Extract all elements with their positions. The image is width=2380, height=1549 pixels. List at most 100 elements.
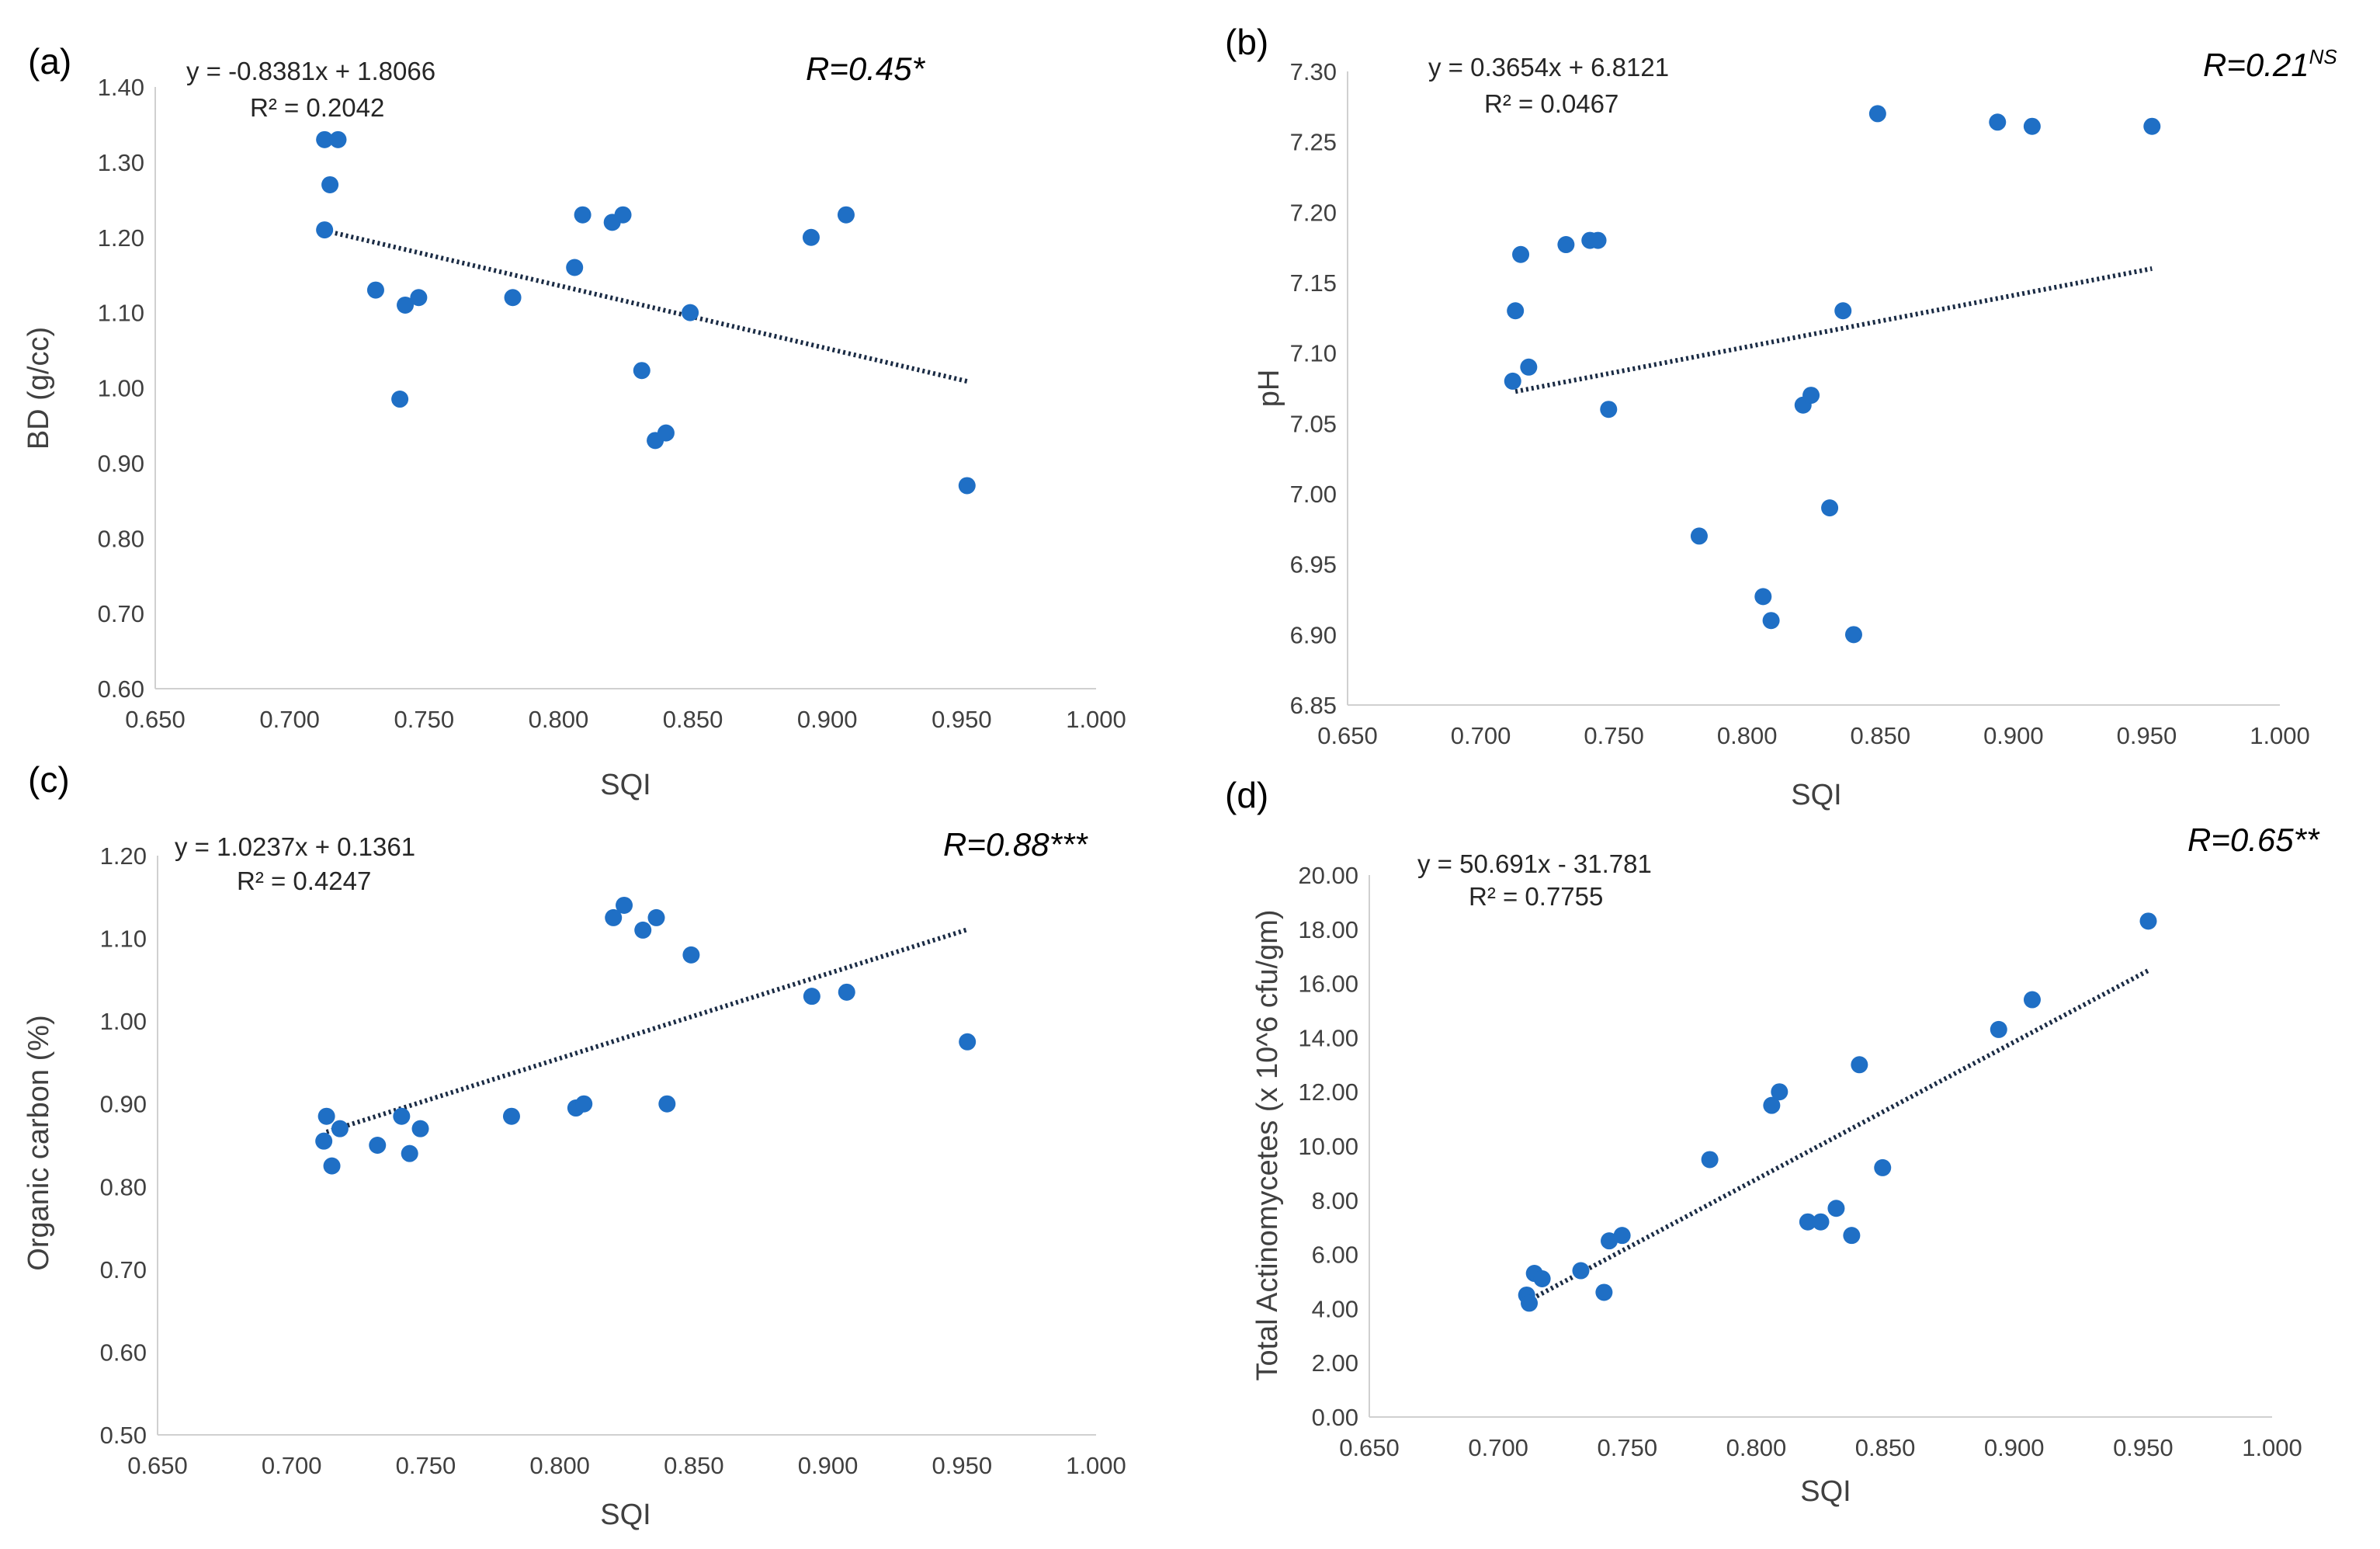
x-tick-label: 0.950 xyxy=(932,706,992,733)
data-point xyxy=(321,175,339,193)
x-axis-title: SQI xyxy=(1791,779,1841,811)
data-point xyxy=(1690,527,1708,545)
x-tick-label: 0.700 xyxy=(1468,1434,1528,1461)
trendline xyxy=(325,927,969,1134)
data-point xyxy=(2023,117,2041,135)
data-point xyxy=(616,896,633,914)
y-tick-label: 1.00 xyxy=(100,1008,147,1035)
data-point xyxy=(605,908,623,926)
y-tick-label: 0.60 xyxy=(100,1339,147,1366)
data-point xyxy=(657,424,675,442)
data-point xyxy=(1874,1158,1892,1176)
correlation-value: R=0.65 xyxy=(2187,821,2294,858)
data-point xyxy=(1512,245,1530,263)
data-point xyxy=(1504,372,1521,390)
x-tick-label: 0.700 xyxy=(1451,722,1511,749)
data-point xyxy=(575,1095,593,1113)
y-axis-title: Total Actinomycetes (x 10^6 cfu/gm) xyxy=(1251,909,1284,1381)
y-tick-label: 1.10 xyxy=(98,300,144,327)
chart-panel: 0.00 2.00 4.00 6.00 8.00 10.00 12.00 14.00 16.00… xyxy=(1225,775,2320,1508)
correlation-value: R=0.88 xyxy=(943,826,1049,863)
data-point xyxy=(369,1137,387,1154)
y-tick-label: 4.00 xyxy=(1312,1295,1358,1322)
y-axis-title: pH xyxy=(1253,370,1285,408)
data-point xyxy=(315,1132,333,1150)
significance-marker: * xyxy=(912,50,926,87)
y-axis-title: Organic carbon (%) xyxy=(23,1015,55,1270)
x-tick-label: 0.700 xyxy=(262,1452,322,1479)
r-squared-label: R² = 0.4247 xyxy=(237,867,371,895)
data-point xyxy=(2023,991,2041,1009)
correlation-label: R=0.88*** xyxy=(943,826,1088,863)
y-tick-label: 12.00 xyxy=(1298,1078,1358,1106)
y-tick-label: 1.40 xyxy=(98,74,144,101)
trendline-equation: y = 50.691x - 31.781 xyxy=(1417,849,1652,878)
x-tick-label: 0.750 xyxy=(396,1452,456,1479)
x-tick-label: 0.800 xyxy=(1717,722,1778,749)
data-point xyxy=(316,130,334,148)
data-point xyxy=(1533,1270,1551,1288)
x-tick-label: 0.950 xyxy=(2113,1434,2174,1461)
x-tick-label: 0.850 xyxy=(1850,722,1910,749)
y-tick-label: 0.80 xyxy=(100,1173,147,1200)
data-point xyxy=(574,206,592,224)
data-point xyxy=(1763,1096,1781,1114)
data-point xyxy=(634,921,652,939)
y-tick-label: 8.00 xyxy=(1312,1187,1358,1214)
r-squared-label: R² = 0.7755 xyxy=(1469,882,1603,911)
y-tick-label: 7.25 xyxy=(1290,129,1337,156)
y-tick-label: 14.00 xyxy=(1298,1024,1358,1051)
y-tick-label: 6.95 xyxy=(1290,551,1337,578)
x-tick-label: 0.650 xyxy=(127,1452,188,1479)
x-tick-label: 0.850 xyxy=(663,706,723,733)
data-point xyxy=(803,988,821,1005)
panel-label: (a) xyxy=(28,41,71,82)
data-point xyxy=(393,1107,411,1125)
y-tick-label: 1.00 xyxy=(98,375,144,402)
data-point xyxy=(682,304,699,321)
significance-marker: ** xyxy=(2294,821,2320,858)
data-point xyxy=(2139,912,2157,930)
trendline-equation: y = -0.8381x + 1.8066 xyxy=(186,57,435,85)
data-point xyxy=(331,1120,349,1137)
correlation-label: R=0.45* xyxy=(806,50,926,87)
r-squared-label: R² = 0.0467 xyxy=(1484,89,1618,118)
x-tick-label: 1.000 xyxy=(2242,1434,2302,1461)
y-tick-label: 6.85 xyxy=(1290,692,1337,719)
data-point xyxy=(1521,1294,1539,1312)
x-tick-label: 0.750 xyxy=(1584,722,1644,749)
data-point xyxy=(317,1107,335,1125)
data-point xyxy=(1701,1151,1719,1169)
x-tick-label: 0.800 xyxy=(1726,1434,1787,1461)
x-tick-label: 0.850 xyxy=(1855,1434,1916,1461)
data-point xyxy=(1851,1056,1868,1074)
data-point xyxy=(1771,1083,1788,1101)
data-point xyxy=(397,296,415,314)
y-tick-label: 7.30 xyxy=(1290,58,1337,85)
trendline xyxy=(1530,968,2149,1301)
data-point xyxy=(1821,499,1839,517)
data-point xyxy=(1799,1213,1816,1231)
trendline-equation: y = 0.3654x + 6.8121 xyxy=(1428,53,1669,82)
y-tick-label: 10.00 xyxy=(1298,1133,1358,1160)
x-tick-label: 0.900 xyxy=(1983,722,2044,749)
data-point xyxy=(802,228,820,246)
y-tick-label: 18.00 xyxy=(1298,916,1358,943)
y-tick-label: 7.00 xyxy=(1290,481,1337,508)
y-tick-label: 16.00 xyxy=(1298,971,1358,998)
chart-panel: 0.50 0.60 0.70 0.80 0.90 1.00 1.10 1.20 0.650 0.7… xyxy=(23,759,1126,1531)
data-point xyxy=(1802,387,1820,405)
data-point xyxy=(1520,358,1538,376)
x-axis-title: SQI xyxy=(600,1499,651,1531)
y-tick-label: 0.60 xyxy=(98,676,144,703)
data-point xyxy=(837,206,855,224)
y-tick-label: 7.05 xyxy=(1290,410,1337,437)
data-point xyxy=(614,206,632,224)
data-point xyxy=(401,1144,418,1162)
significance-marker: *** xyxy=(1049,826,1089,863)
data-point xyxy=(1812,1213,1830,1231)
x-tick-label: 1.000 xyxy=(1066,1452,1126,1479)
y-tick-label: 7.10 xyxy=(1290,340,1337,367)
y-tick-label: 7.15 xyxy=(1290,269,1337,297)
